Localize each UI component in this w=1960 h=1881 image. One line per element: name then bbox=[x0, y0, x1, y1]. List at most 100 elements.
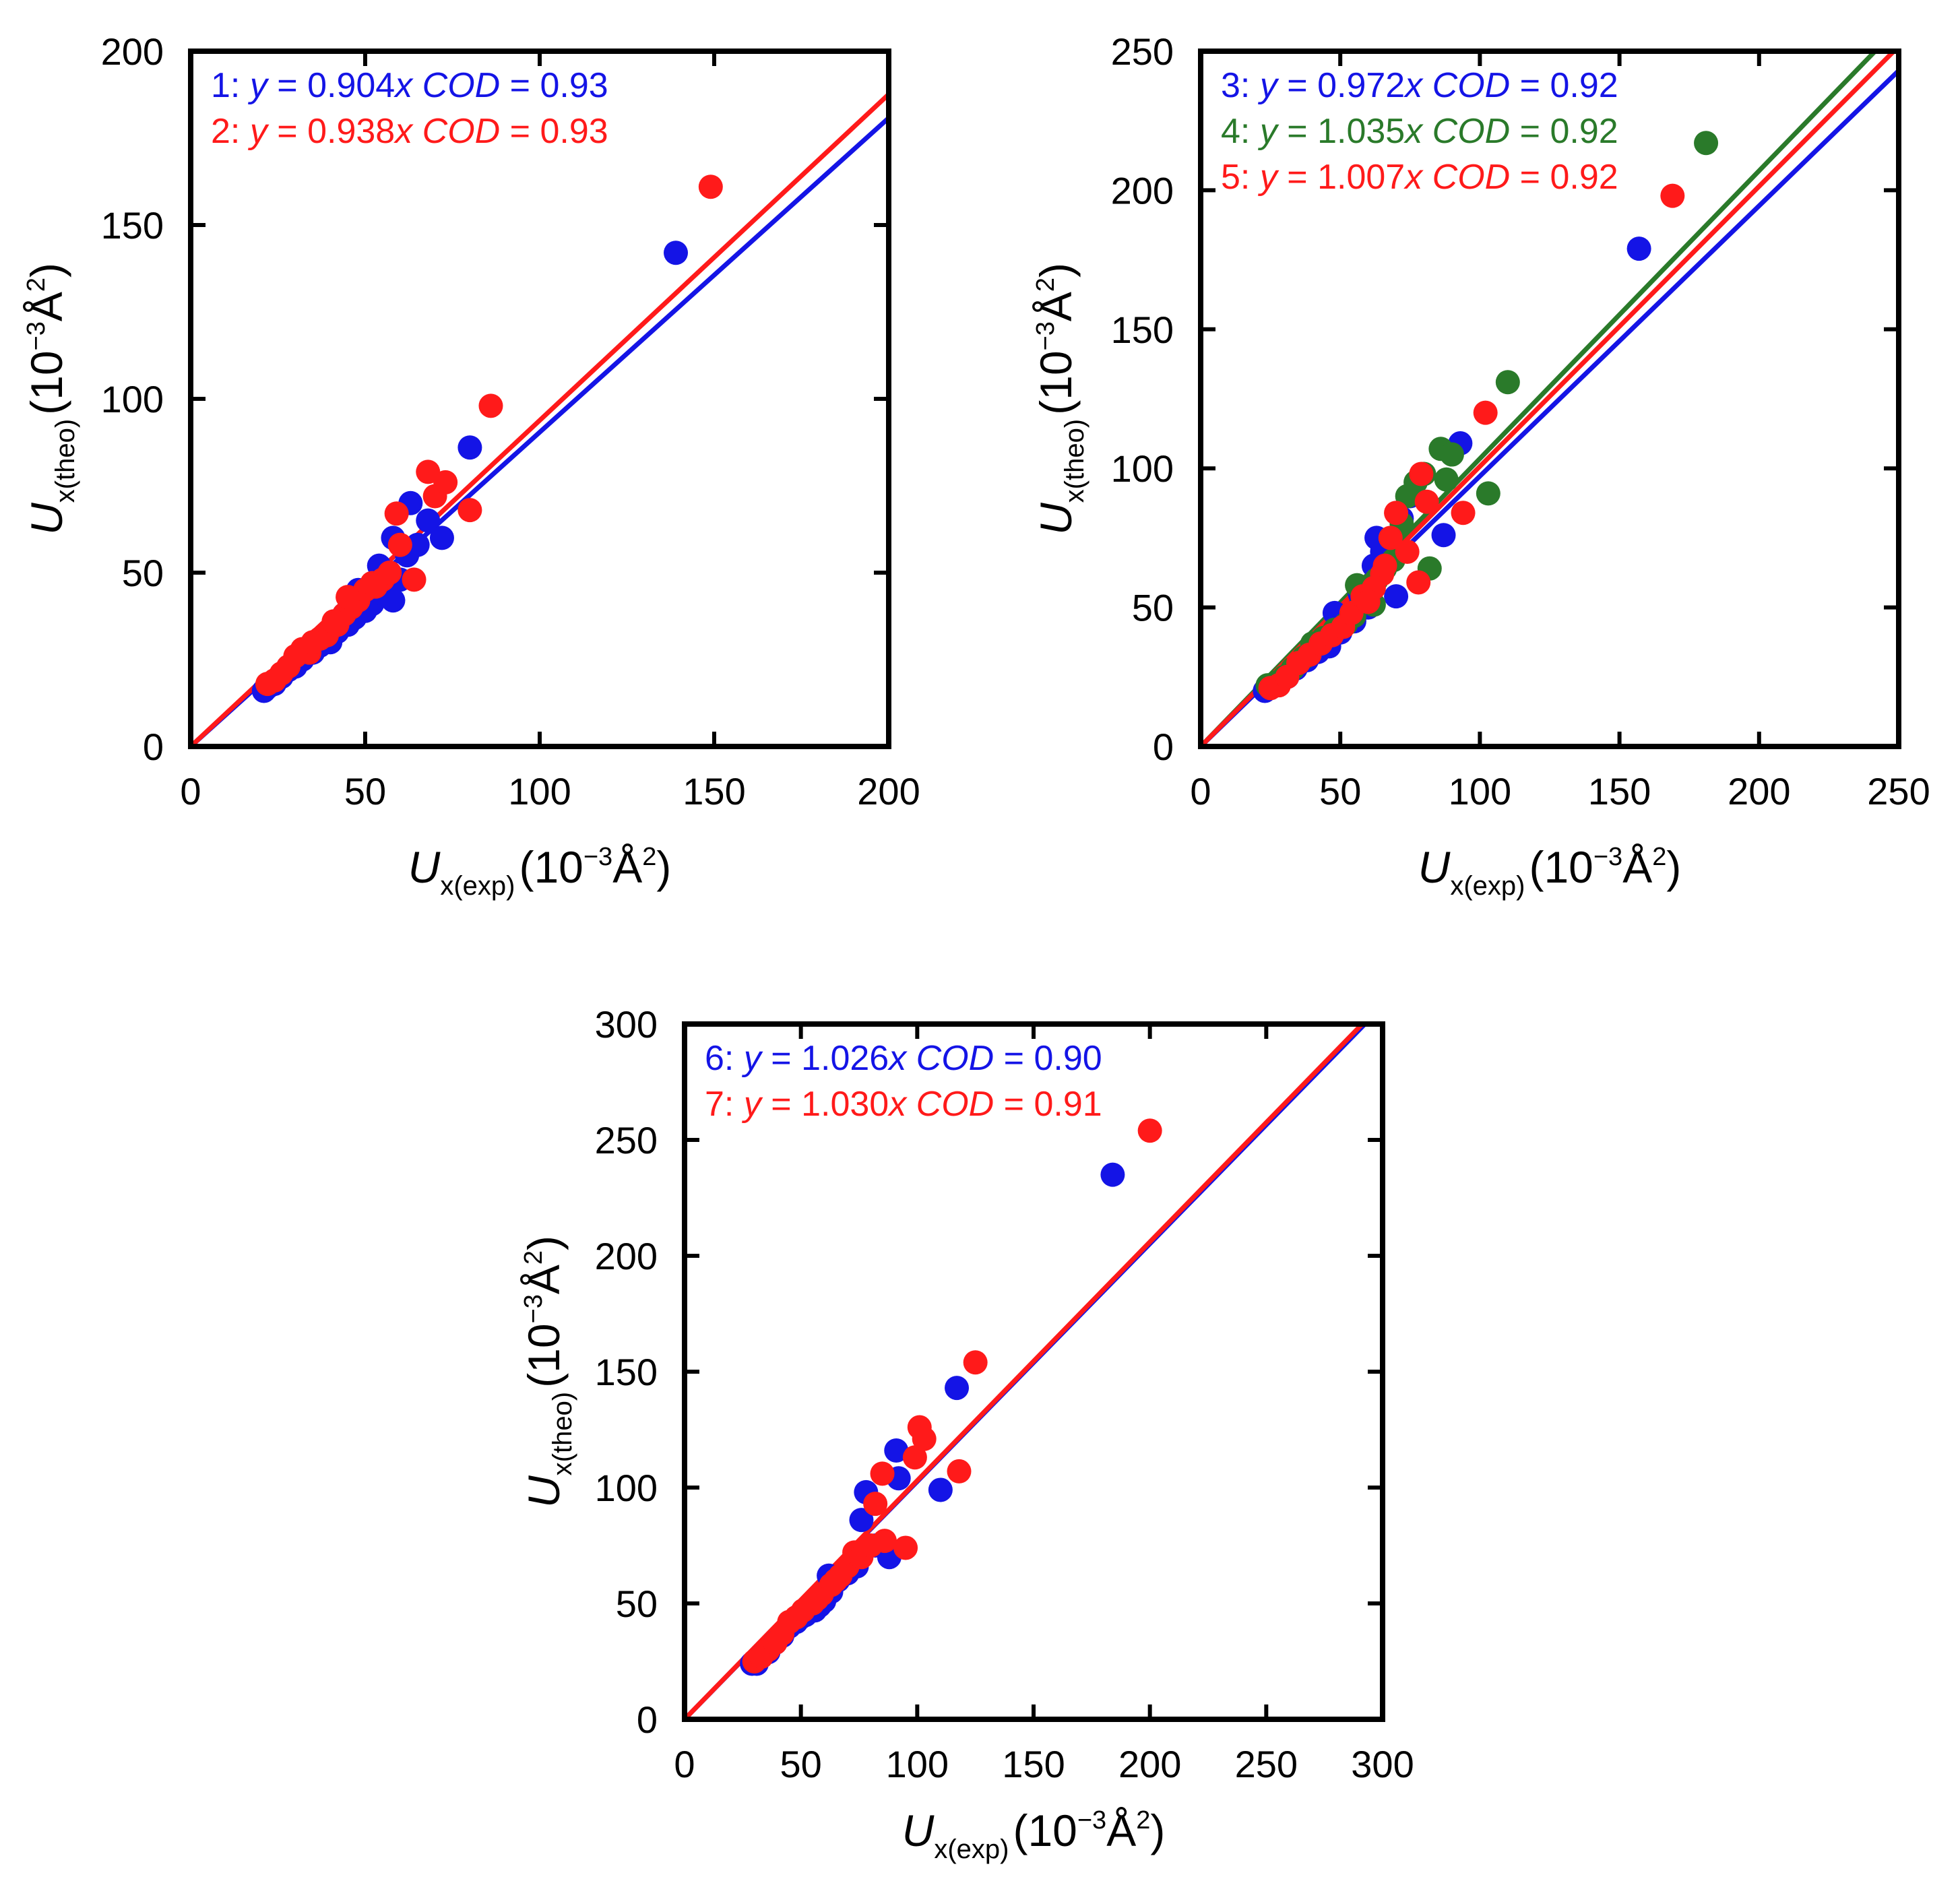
data-point-series-5 bbox=[1384, 501, 1409, 525]
data-point-series-5 bbox=[1451, 501, 1476, 525]
fit-equation-2: 2: y = 0.938x COD = 0.93 bbox=[211, 112, 608, 151]
fit-equation-7: 7: y = 1.030x COD = 0.91 bbox=[705, 1085, 1102, 1124]
fit-equation-x: x bbox=[393, 112, 414, 151]
axis-label-unit: (10 bbox=[1013, 1806, 1077, 1855]
data-point-series-2 bbox=[384, 501, 409, 526]
fit-equation-y: y bbox=[248, 66, 270, 105]
plot-area bbox=[1201, 51, 1899, 746]
data-point-series-5 bbox=[1473, 400, 1498, 425]
fit-equation-slope: = 0.938 bbox=[267, 112, 395, 151]
axis-label-subscript: x(theo) bbox=[1060, 419, 1089, 503]
data-point-series-6 bbox=[945, 1376, 970, 1401]
axis-label-unit-exponent: −3 bbox=[519, 1294, 548, 1323]
fit-equation-4: 4: y = 1.035x COD = 0.92 bbox=[1221, 112, 1618, 151]
fit-equation-cod-label: COD bbox=[412, 112, 500, 151]
data-point-series-7 bbox=[947, 1459, 972, 1484]
data-point-series-4 bbox=[1476, 481, 1500, 506]
fit-equation-6: 6: y = 1.026x COD = 0.90 bbox=[705, 1039, 1102, 1078]
y-tick-label: 150 bbox=[595, 1351, 658, 1393]
fit-equation-slope: = 1.035 bbox=[1277, 112, 1405, 151]
data-point-series-7 bbox=[804, 1587, 829, 1612]
fit-equation-cod-value: = 0.92 bbox=[1510, 66, 1618, 105]
y-axis-label: Ux(theo) (10−3Å2) bbox=[22, 263, 80, 535]
data-point-series-3 bbox=[1626, 236, 1651, 261]
data-point-series-2 bbox=[433, 470, 458, 495]
y-tick-label: 150 bbox=[1111, 309, 1174, 351]
axis-label-symbol: U bbox=[408, 842, 441, 892]
y-tick-label: 0 bbox=[143, 726, 164, 768]
data-point-series-5 bbox=[1414, 489, 1439, 514]
chart-panel-bottom: 0 50 100 150 200 250 300 0 50 100 150 200 250 300 Ux(e… bbox=[519, 1003, 1414, 1864]
fit-equation-y: y bbox=[1258, 66, 1279, 105]
axis-label-subscript: x(exp) bbox=[934, 1835, 1009, 1864]
axis-label-symbol: U bbox=[1418, 842, 1451, 892]
chart-panel-top-right: 0 50 100 150 200 250050100150200250Ux(exp)(10… bbox=[1031, 30, 1930, 901]
axis-label-unit-superscript: 2 bbox=[22, 278, 51, 292]
x-tick-label: 150 bbox=[1588, 770, 1651, 812]
y-tick-label: 300 bbox=[595, 1003, 658, 1046]
data-point-series-4 bbox=[1434, 467, 1459, 492]
data-point-series-4 bbox=[1694, 131, 1719, 156]
fit-equation-y: y bbox=[248, 112, 270, 151]
y-tick-label: 0 bbox=[637, 1698, 658, 1741]
fit-equation-3: 3: y = 0.972x COD = 0.92 bbox=[1221, 66, 1618, 105]
fit-equation-slope: = 1.030 bbox=[761, 1085, 889, 1124]
axis-label-unit: (10 bbox=[519, 842, 583, 892]
axis-label-unit: (10 bbox=[519, 1323, 569, 1387]
fit-equation-slope: = 0.972 bbox=[1277, 66, 1405, 105]
x-tick-label: 150 bbox=[1002, 1743, 1065, 1785]
fit-equation-cod-value: = 0.92 bbox=[1510, 112, 1618, 151]
data-point-series-3 bbox=[1431, 523, 1456, 548]
fit-equation-y: y bbox=[1258, 112, 1279, 151]
x-tick-label: 0 bbox=[674, 1743, 695, 1785]
fit-equation-x: x bbox=[1403, 158, 1424, 197]
y-tick-label: 50 bbox=[122, 552, 164, 594]
data-point-series-6 bbox=[928, 1477, 953, 1502]
plot-area bbox=[685, 1024, 1368, 1719]
axis-label-unit-superscript: 2 bbox=[1032, 278, 1060, 292]
axis-label-subscript: x(theo) bbox=[51, 419, 80, 503]
x-tick-label: 100 bbox=[886, 1743, 949, 1785]
x-tick-label: 0 bbox=[180, 770, 201, 812]
fit-equation-5: 5: y = 1.007x COD = 0.92 bbox=[1221, 158, 1618, 197]
axis-label-unit-superscript: 2 bbox=[519, 1250, 548, 1265]
fit-equation-slope: = 1.007 bbox=[1277, 158, 1405, 197]
data-point-series-2 bbox=[387, 532, 412, 557]
y-tick-label: 100 bbox=[595, 1467, 658, 1509]
data-point-series-4 bbox=[1439, 442, 1464, 467]
data-point-series-6 bbox=[884, 1438, 909, 1463]
data-point-series-7 bbox=[963, 1350, 988, 1375]
fit-equation-cod-label: COD bbox=[1422, 158, 1510, 197]
x-tick-label: 300 bbox=[1351, 1743, 1414, 1785]
data-point-series-5 bbox=[1406, 570, 1431, 595]
axis-label-unit-close: ) bbox=[1031, 263, 1081, 278]
fit-equation-cod-label: COD bbox=[412, 66, 500, 105]
y-axis-label: Ux(theo) (10−3Å2) bbox=[519, 1236, 577, 1508]
y-tick-label: 200 bbox=[1111, 169, 1174, 212]
fit-equation-cod-label: COD bbox=[906, 1039, 994, 1078]
data-point-series-1 bbox=[429, 525, 454, 550]
fit-equation-x: x bbox=[393, 66, 414, 105]
fit-equation-y: y bbox=[742, 1039, 763, 1078]
axis-label-unit-exponent: −3 bbox=[1032, 321, 1060, 350]
data-point-series-7 bbox=[823, 1568, 848, 1593]
data-point-series-5 bbox=[1395, 540, 1420, 565]
fit-equation-cod-label: COD bbox=[1422, 66, 1510, 105]
data-point-series-7 bbox=[912, 1426, 937, 1451]
fit-equation-y: y bbox=[1258, 158, 1279, 197]
x-tick-label: 0 bbox=[1190, 770, 1211, 812]
data-point-series-1 bbox=[457, 435, 482, 460]
fit-equation-cod-value: = 0.91 bbox=[994, 1085, 1102, 1124]
fit-equation-x: x bbox=[887, 1039, 908, 1078]
y-axis-label: Ux(theo) (10−3Å2) bbox=[1031, 263, 1089, 535]
data-point-series-1 bbox=[381, 588, 406, 613]
x-tick-label: 250 bbox=[1235, 1743, 1298, 1785]
x-axis-label: Ux(exp)(10−3Å2) bbox=[1418, 842, 1682, 901]
x-tick-label: 200 bbox=[1728, 770, 1790, 812]
axis-label-unit-symbol: Å bbox=[1031, 292, 1081, 321]
axis-label-symbol: U bbox=[1031, 503, 1081, 535]
fit-equation-number: 4: bbox=[1221, 112, 1260, 151]
data-point-series-1 bbox=[405, 532, 430, 557]
data-point-series-1 bbox=[416, 508, 441, 533]
